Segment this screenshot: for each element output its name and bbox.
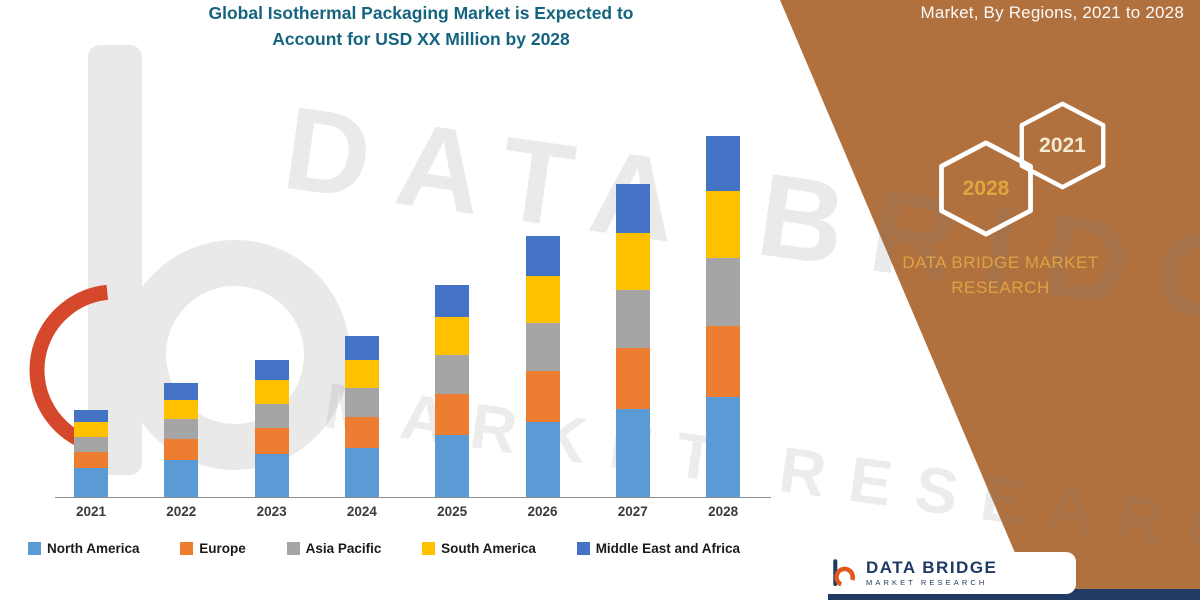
bar-segment xyxy=(706,397,741,497)
bar-column xyxy=(615,184,650,497)
page-title: Global Isothermal Packaging Market is Ex… xyxy=(115,0,727,52)
bar-segment xyxy=(254,454,289,497)
bar-column xyxy=(435,285,470,497)
hexagon-2028-label: 2028 xyxy=(962,176,1010,200)
legend-item: Middle East and Africa xyxy=(576,541,740,556)
hexagon-outline-icon xyxy=(939,140,1033,237)
bar-segment xyxy=(254,428,289,454)
bar-segment xyxy=(254,380,289,404)
brand-text-line2: RESEARCH xyxy=(951,278,1050,297)
bar-column xyxy=(164,383,199,497)
bar-segment xyxy=(344,417,379,448)
bar-segment xyxy=(344,336,379,360)
x-axis-label: 2026 xyxy=(527,504,558,519)
legend-item: North America xyxy=(28,541,140,556)
legend-item: Asia Pacific xyxy=(286,541,382,556)
legend-label: Europe xyxy=(199,541,246,556)
legend-item: Europe xyxy=(180,541,246,556)
bar-segment xyxy=(525,323,560,371)
bar-segment xyxy=(164,400,199,419)
bar-segment xyxy=(525,276,560,323)
legend-label: Middle East and Africa xyxy=(595,541,740,556)
bar-segment xyxy=(164,419,199,439)
hexagon-2021: 2021 xyxy=(1014,101,1111,190)
legend-item: South America xyxy=(422,541,536,556)
legend-swatch xyxy=(286,542,300,555)
bar-column xyxy=(74,410,108,497)
stacked-bar-chart: 2021 2022 2023 2024 2025 2026 2027 2028 xyxy=(55,118,771,519)
bar-segment xyxy=(525,236,560,276)
footer-logo-card: DATA BRIDGE MARKET RESEARCH xyxy=(818,552,1076,594)
brand-text-line1: DATA BRIDGE MARKET xyxy=(902,253,1099,272)
bar-segment xyxy=(74,410,108,422)
footer-brand-text: DATA BRIDGE MARKET RESEARCH xyxy=(866,559,997,587)
footer-brand-sub: MARKET RESEARCH xyxy=(866,578,988,587)
bar-column xyxy=(525,236,560,497)
bar-segment xyxy=(435,317,470,355)
bar-segment xyxy=(74,468,108,497)
bar-segment xyxy=(706,258,741,326)
x-axis-label: 2023 xyxy=(256,504,287,519)
data-bridge-icon xyxy=(833,559,855,588)
bar-segment xyxy=(706,191,741,258)
bar-segment xyxy=(615,348,650,409)
x-axis-label: 2027 xyxy=(617,504,648,519)
legend-label: Asia Pacific xyxy=(305,541,382,556)
bar-segment xyxy=(615,290,650,348)
bar-segment xyxy=(164,383,199,400)
legend-swatch xyxy=(180,542,194,555)
bar-segment xyxy=(74,437,108,452)
bar-segment xyxy=(435,394,470,435)
bar-segment xyxy=(344,448,379,497)
hexagon-2028: 2028 xyxy=(933,140,1039,237)
bar-segment xyxy=(615,184,650,233)
x-axis-label: 2021 xyxy=(75,504,107,519)
bar-segment xyxy=(254,404,289,428)
bar-segment xyxy=(74,422,108,437)
footer-navy-bar xyxy=(828,589,1200,600)
hexagon-2021-label: 2021 xyxy=(1039,133,1086,157)
bar-column xyxy=(254,360,289,497)
legend-swatch xyxy=(422,542,436,555)
bar-segment xyxy=(525,371,560,422)
x-axis-label: 2024 xyxy=(346,504,377,519)
title-line2: Account for USD XX Million by 2028 xyxy=(272,29,570,49)
legend-swatch xyxy=(576,542,590,555)
bar-segment xyxy=(164,439,199,460)
bar-column xyxy=(706,136,741,497)
chart-legend: North America Europe Asia Pacific South Ame… xyxy=(28,541,740,556)
bar-segment xyxy=(435,355,470,394)
x-axis-label: 2022 xyxy=(166,504,197,519)
legend-label: North America xyxy=(47,541,140,556)
footer-brand-name: DATA BRIDGE xyxy=(866,558,998,577)
bar-segment xyxy=(706,136,741,191)
bar-segment xyxy=(344,360,379,388)
legend-swatch xyxy=(28,542,41,555)
bar-segment xyxy=(254,360,289,380)
bar-segment xyxy=(435,285,470,317)
x-axis-label: 2025 xyxy=(437,504,468,519)
hexagon-outline-icon xyxy=(1019,101,1106,190)
title-line1: Global Isothermal Packaging Market is Ex… xyxy=(208,3,634,23)
brand-text: DATA BRIDGE MARKET RESEARCH xyxy=(878,250,1123,300)
bar-column xyxy=(344,336,379,497)
panel-heading: Market, By Regions, 2021 to 2028 xyxy=(920,3,1184,22)
bar-segment xyxy=(74,452,108,468)
x-axis-label: 2028 xyxy=(708,504,739,519)
bar-segment xyxy=(164,460,199,497)
bar-segment xyxy=(615,233,650,290)
bar-segment xyxy=(706,326,741,397)
bar-segment xyxy=(344,388,379,417)
legend-label: South America xyxy=(441,541,536,556)
bar-segment xyxy=(435,435,470,497)
bar-segment xyxy=(525,422,560,497)
bar-segment xyxy=(615,409,650,497)
